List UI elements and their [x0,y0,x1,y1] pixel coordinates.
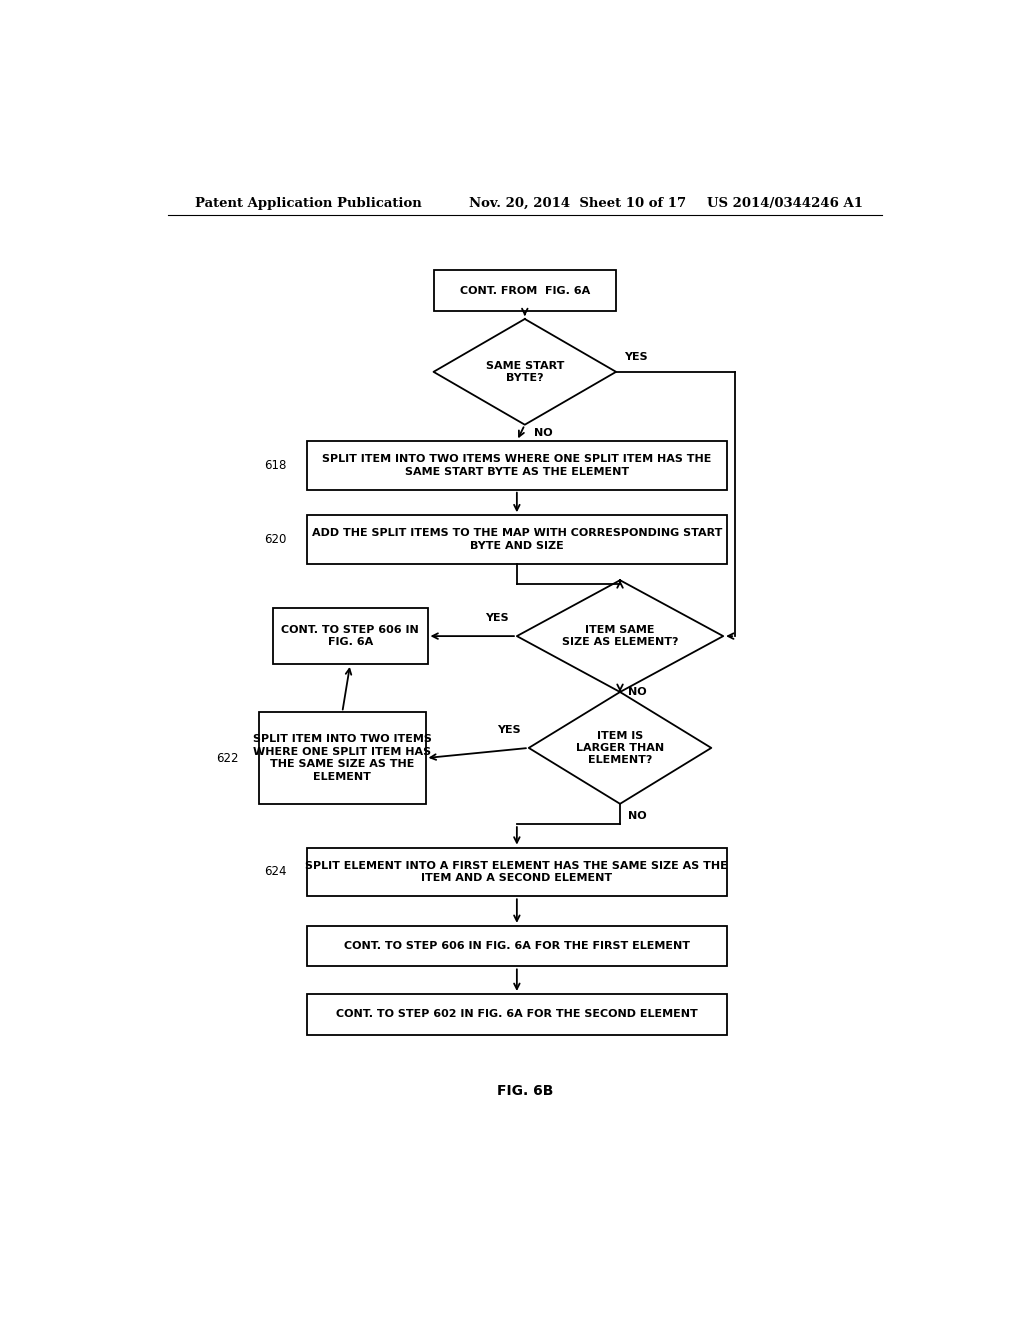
Text: FIG. 6B: FIG. 6B [497,1085,553,1098]
Text: US 2014/0344246 A1: US 2014/0344246 A1 [708,197,863,210]
Text: NO: NO [535,428,553,438]
Text: ADD THE SPLIT ITEMS TO THE MAP WITH CORRESPONDING START
BYTE AND SIZE: ADD THE SPLIT ITEMS TO THE MAP WITH CORR… [311,528,722,550]
Text: YES: YES [624,351,647,362]
Text: ITEM IS
LARGER THAN
ELEMENT?: ITEM IS LARGER THAN ELEMENT? [575,730,665,766]
Text: CONT. TO STEP 606 IN
FIG. 6A: CONT. TO STEP 606 IN FIG. 6A [282,624,419,647]
Text: CONT. FROM  FIG. 6A: CONT. FROM FIG. 6A [460,285,590,296]
Text: SPLIT ITEM INTO TWO ITEMS
WHERE ONE SPLIT ITEM HAS
THE SAME SIZE AS THE
ELEMENT: SPLIT ITEM INTO TWO ITEMS WHERE ONE SPLI… [253,734,432,781]
Text: Patent Application Publication: Patent Application Publication [196,197,422,210]
Text: SPLIT ITEM INTO TWO ITEMS WHERE ONE SPLIT ITEM HAS THE
SAME START BYTE AS THE EL: SPLIT ITEM INTO TWO ITEMS WHERE ONE SPLI… [323,454,712,477]
Text: YES: YES [498,725,521,735]
Bar [306,847,727,896]
Bar [272,609,428,664]
Bar [259,713,426,804]
Text: ITEM SAME
SIZE AS ELEMENT?: ITEM SAME SIZE AS ELEMENT? [562,624,678,647]
Text: CONT. TO STEP 602 IN FIG. 6A FOR THE SECOND ELEMENT: CONT. TO STEP 602 IN FIG. 6A FOR THE SEC… [336,1010,697,1019]
Text: YES: YES [485,612,509,623]
Bar [306,925,727,966]
Bar [433,271,616,312]
Text: SPLIT ELEMENT INTO A FIRST ELEMENT HAS THE SAME SIZE AS THE
ITEM AND A SECOND EL: SPLIT ELEMENT INTO A FIRST ELEMENT HAS T… [305,861,728,883]
Text: CONT. TO STEP 606 IN FIG. 6A FOR THE FIRST ELEMENT: CONT. TO STEP 606 IN FIG. 6A FOR THE FIR… [344,941,690,952]
Bar [306,994,727,1035]
Text: Nov. 20, 2014  Sheet 10 of 17: Nov. 20, 2014 Sheet 10 of 17 [469,197,686,210]
Text: SAME START
BYTE?: SAME START BYTE? [485,360,564,383]
Text: NO: NO [628,810,646,821]
Text: 624: 624 [264,866,287,878]
Bar [306,441,727,490]
Text: 622: 622 [217,751,240,764]
Text: 620: 620 [264,533,287,546]
Text: 618: 618 [264,459,287,471]
Text: NO: NO [628,686,646,697]
Bar [306,515,727,564]
